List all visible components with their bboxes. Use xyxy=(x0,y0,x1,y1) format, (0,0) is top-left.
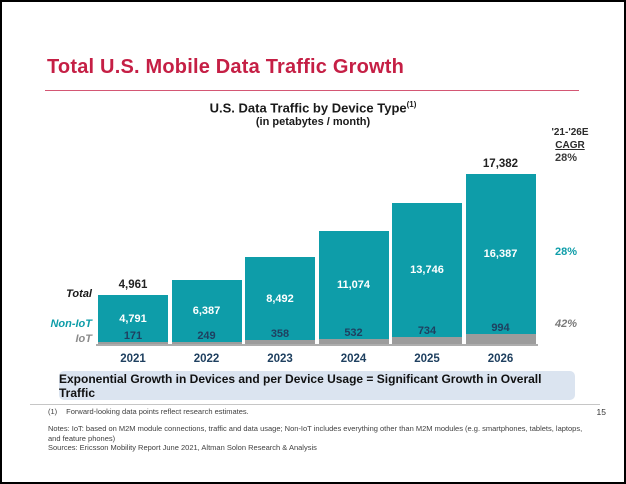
page-number: 15 xyxy=(596,407,606,417)
non-iot-value-label: 8,492 xyxy=(266,292,294,305)
cagr-header-range: '21-'26E xyxy=(551,127,589,138)
iot-value-label: 532 xyxy=(344,327,363,339)
chart-title-text: U.S. Data Traffic by Device Type xyxy=(209,100,407,116)
non-iot-value-label: 11,074 xyxy=(336,279,371,291)
non-iot-segment: 8,492 358 xyxy=(245,257,315,340)
slide-title: Total U.S. Mobile Data Traffic Growth xyxy=(47,56,405,78)
non-iot-value-label: 16,387 xyxy=(483,248,518,260)
bar-2024: 11,074 532 2024 xyxy=(318,231,389,365)
year-label: 2025 xyxy=(414,353,440,365)
cagr-header-label: CAGR xyxy=(555,140,585,151)
takeaway-banner: Exponential Growth in Devices and per De… xyxy=(59,371,575,400)
bar-2022: 6,387 249 2022 xyxy=(171,280,242,365)
cagr-header: '21-'26E CAGR xyxy=(532,126,608,152)
bar-chart: 4,961 4,791 171 2021 6,387 249 2022 8,492 358 202… xyxy=(98,158,536,365)
iot-segment xyxy=(392,337,462,344)
title-underline xyxy=(45,90,579,91)
row-label-non-iot: Non-IoT xyxy=(50,318,92,330)
year-label: 2024 xyxy=(340,353,367,365)
chart-title: U.S. Data Traffic by Device Type(1) xyxy=(2,100,624,115)
cagr-value-total: 28% xyxy=(554,152,578,164)
sources-line: Sources: Ericsson Mobility Report June 2… xyxy=(48,443,317,452)
iot-value-label: 171 xyxy=(123,330,143,342)
notes-line-1: Notes: IoT: based on M2M module connecti… xyxy=(48,424,583,433)
iot-segment xyxy=(245,340,315,344)
bar-2025: 13,746 734 2025 xyxy=(392,203,462,365)
chart-subtitle: (in petabytes / month) xyxy=(255,116,371,128)
bar-2026: 17,382 16,387 994 2026 xyxy=(465,158,536,365)
iot-value-label: 249 xyxy=(197,330,216,342)
bar-2021: 4,961 4,791 171 2021 xyxy=(98,279,168,365)
cagr-value-non-iot: 28% xyxy=(554,246,578,258)
cagr-value-iot: 42% xyxy=(554,318,578,330)
non-iot-value-label: 6,387 xyxy=(192,305,221,317)
iot-segment xyxy=(465,334,536,344)
non-iot-segment: 11,074 532 xyxy=(318,231,389,339)
notes-sources-block: Notes: IoT: based on M2M module connecti… xyxy=(48,424,593,453)
iot-segment xyxy=(318,339,389,344)
row-label-total: Total xyxy=(66,288,92,300)
non-iot-value-label: 4,791 xyxy=(119,312,147,325)
iot-value-label: 358 xyxy=(270,328,290,340)
non-iot-value-label: 13,746 xyxy=(410,264,444,276)
iot-value-label: 994 xyxy=(491,322,510,334)
iot-value-label: 734 xyxy=(417,325,437,337)
year-label: 2023 xyxy=(267,353,293,365)
total-value-label: 4,961 xyxy=(118,279,148,291)
notes-line-2: and feature phones) xyxy=(48,433,116,443)
footnote-1-marker: (1) xyxy=(48,407,58,416)
iot-segment xyxy=(171,342,242,344)
year-label: 2022 xyxy=(193,353,220,365)
year-label: 2021 xyxy=(120,353,146,365)
non-iot-segment: 4,791 171 xyxy=(98,295,168,342)
iot-segment xyxy=(98,342,168,344)
x-axis-line xyxy=(96,344,538,346)
non-iot-segment: 16,387 994 xyxy=(465,174,536,334)
footnote-1-text: Forward-looking data points reflect rese… xyxy=(66,407,249,416)
chart-title-footnote-ref: (1) xyxy=(406,100,417,109)
non-iot-segment: 6,387 249 xyxy=(171,280,242,342)
bar-2023: 8,492 358 2023 xyxy=(245,257,315,365)
footer-divider xyxy=(30,404,600,405)
row-label-iot: IoT xyxy=(75,333,93,345)
year-label: 2026 xyxy=(487,353,514,365)
non-iot-segment: 13,746 734 xyxy=(392,203,462,337)
total-value-label: 17,382 xyxy=(482,158,519,170)
footnote-1: (1) Forward-looking data points reflect r… xyxy=(48,407,249,416)
